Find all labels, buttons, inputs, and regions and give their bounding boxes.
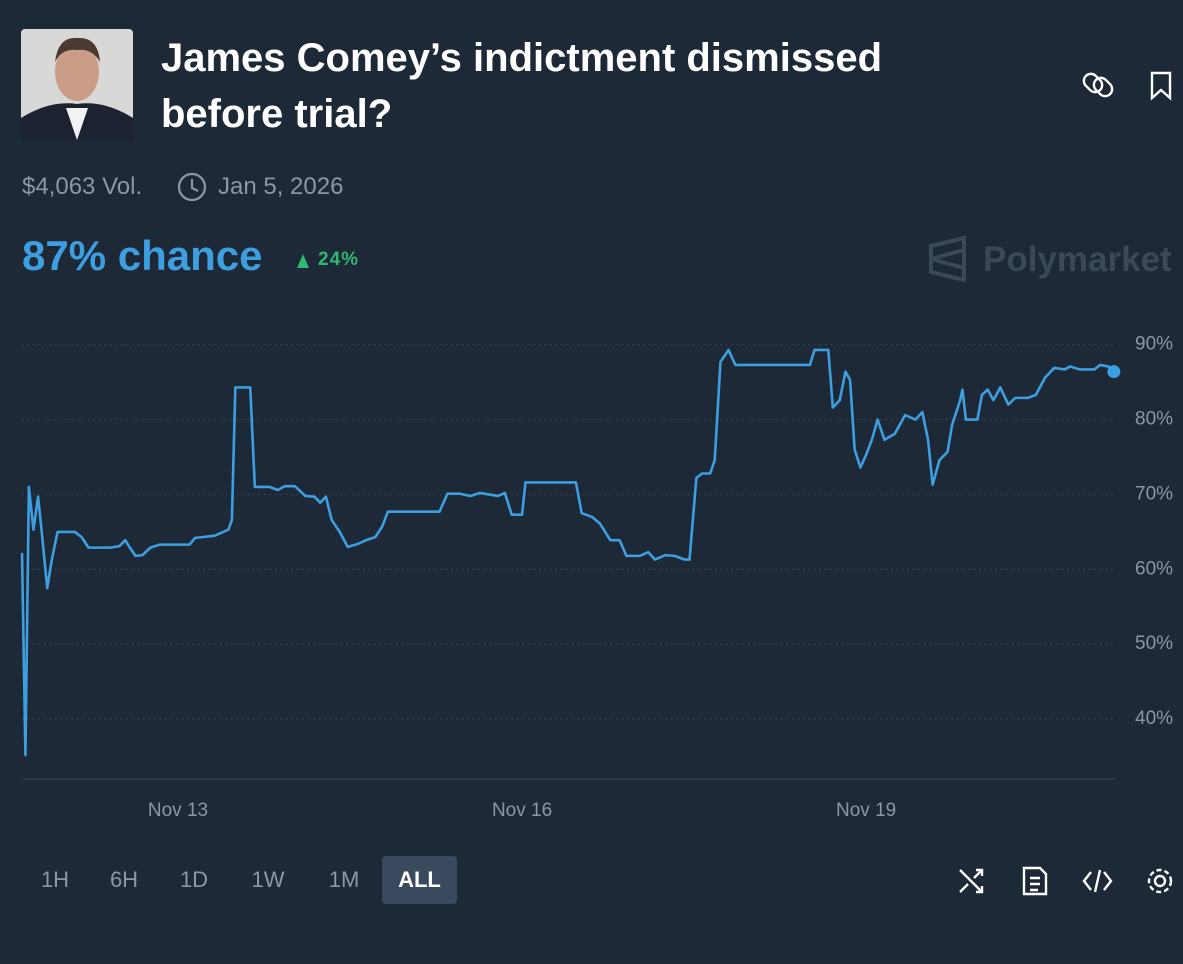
avatar xyxy=(21,29,133,140)
timeframe-button[interactable]: 1W xyxy=(251,867,285,892)
price-line xyxy=(20,348,1115,757)
y-tick-label: 40% xyxy=(1135,708,1173,729)
chance-change: 24% xyxy=(318,249,360,270)
x-tick-label: Nov 13 xyxy=(148,800,208,821)
y-tick-label: 70% xyxy=(1135,483,1173,504)
toolbar-icons[interactable] xyxy=(959,866,1173,896)
timeframe-button[interactable]: 1D xyxy=(179,867,209,892)
brand: Polymarket xyxy=(983,240,1172,279)
chance: 87% chance xyxy=(22,232,263,279)
up-triangle xyxy=(297,254,309,268)
current-dot xyxy=(1107,365,1121,379)
y-tick-label: 80% xyxy=(1135,409,1173,430)
y-tick-label: 60% xyxy=(1135,558,1173,579)
x-tick-label: Nov 19 xyxy=(836,800,896,821)
timeframe-button[interactable]: ALL xyxy=(382,856,457,904)
y-tick-label: 50% xyxy=(1135,633,1173,654)
timeframe-button[interactable]: 1H xyxy=(40,867,70,892)
timeframe-button[interactable]: 6H xyxy=(109,867,139,892)
market-title: James Comey’s indictment dismissed befor… xyxy=(161,36,883,136)
volume: $4,063 Vol. xyxy=(22,173,143,200)
y-tick-label: 90% xyxy=(1135,334,1173,355)
brand-logo xyxy=(929,235,966,283)
x-tick-label: Nov 16 xyxy=(492,800,552,821)
link-icon[interactable] xyxy=(1081,71,1115,99)
clock-icon xyxy=(177,172,207,202)
timeframe-button[interactable]: 1M xyxy=(328,867,360,892)
bookmark-icon[interactable] xyxy=(1150,71,1172,101)
end-date: Jan 5, 2026 xyxy=(218,173,344,200)
